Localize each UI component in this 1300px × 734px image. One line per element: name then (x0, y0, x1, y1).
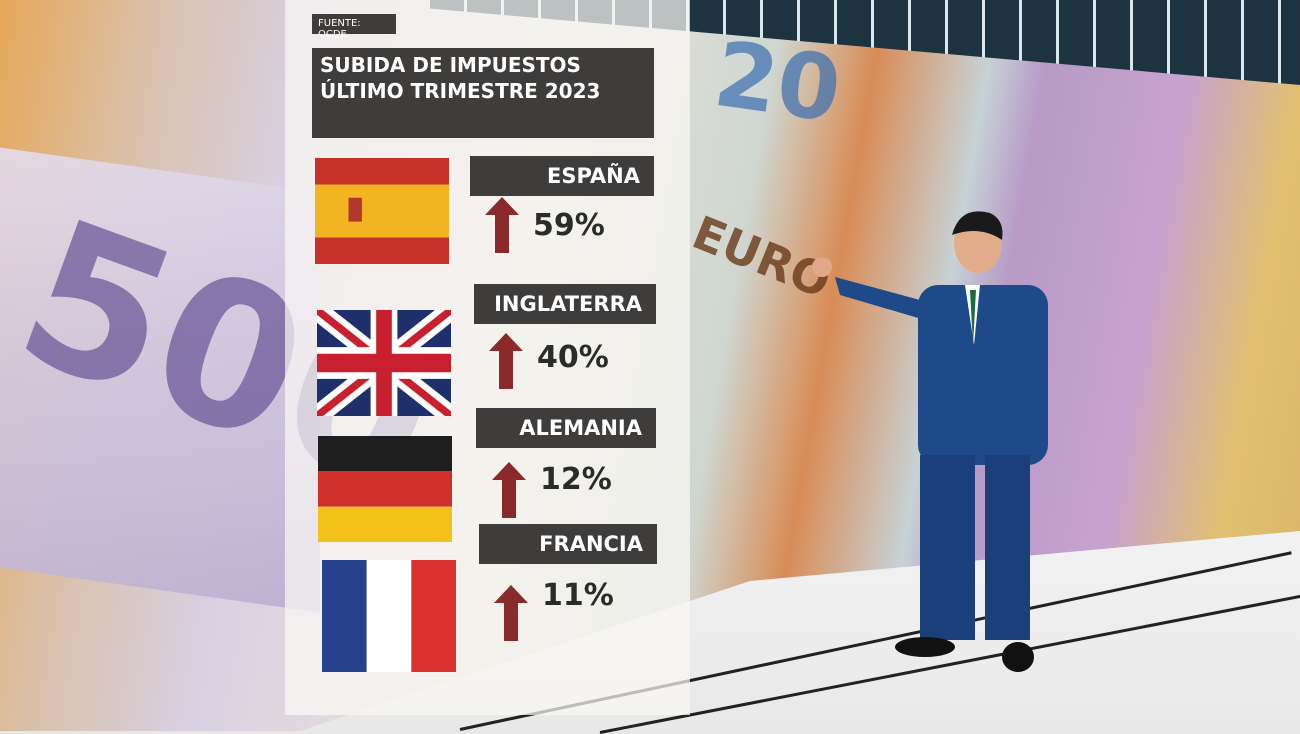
country-value: 40% (537, 340, 609, 375)
country-value: 11% (542, 578, 614, 613)
germany-flag (318, 436, 452, 542)
country-name: FRANCIA (479, 524, 657, 564)
arrow-up-icon (494, 585, 528, 641)
arrow-up-icon (489, 333, 523, 389)
graphic-title: SUBIDA DE IMPUESTOS ÚLTIMO TRIMESTRE 202… (312, 48, 654, 138)
country-value: 59% (533, 208, 605, 243)
france-flag (322, 560, 456, 672)
title-line-2: ÚLTIMO TRIMESTRE 2023 (320, 79, 601, 103)
presenter (812, 211, 1048, 672)
spain-flag (315, 158, 449, 264)
country-name: ALEMANIA (476, 408, 656, 448)
country-value: 12% (540, 462, 612, 497)
uk-flag (317, 310, 451, 416)
country-name: INGLATERRA (474, 284, 656, 324)
source-label: FUENTE: OCDE (312, 14, 396, 40)
arrow-up-icon (492, 462, 526, 518)
title-line-1: SUBIDA DE IMPUESTOS (320, 53, 581, 77)
arrow-up-icon (485, 197, 519, 253)
country-name: ESPAÑA (470, 156, 654, 196)
